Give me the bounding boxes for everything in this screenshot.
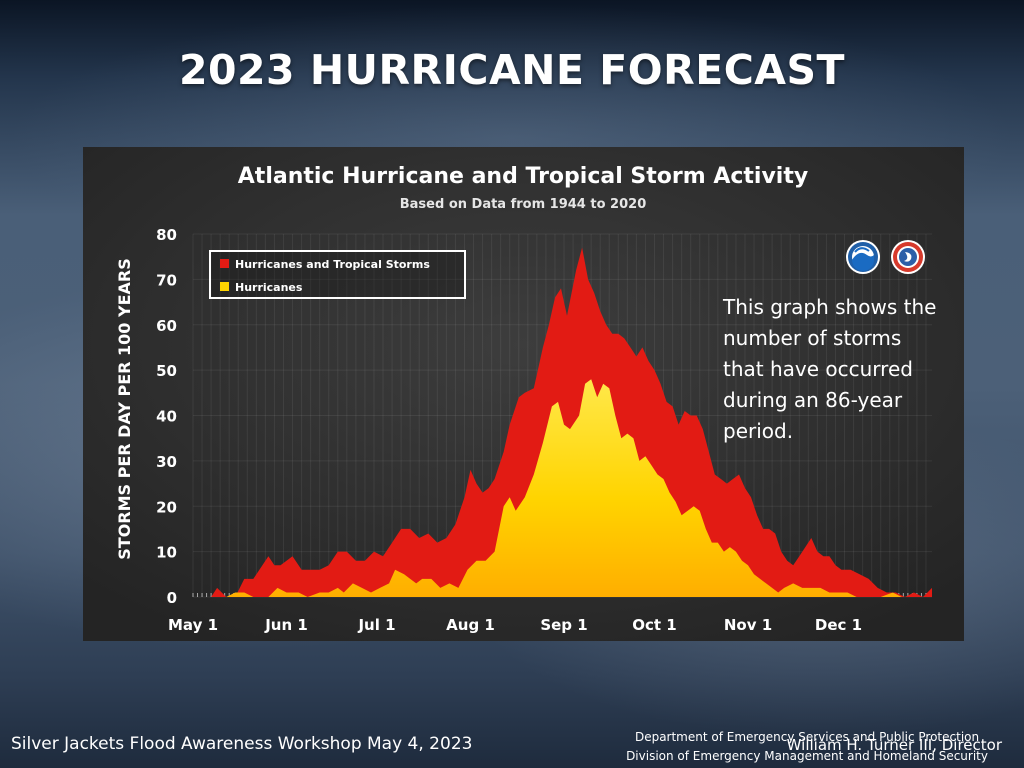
series-areas <box>193 247 932 597</box>
series-area-hurricanes <box>193 379 932 597</box>
footer-department: Department of Emergency Services and Pub… <box>626 728 988 766</box>
x-tick-label: Dec 1 <box>815 616 862 634</box>
footer-department-line2: Division of Emergency Management and Hom… <box>626 749 988 763</box>
x-tick-label: Jul 1 <box>357 616 395 634</box>
chart-panel: Atlantic Hurricane and Tropical Storm Ac… <box>83 147 964 641</box>
x-tick-label: Jun 1 <box>264 616 308 634</box>
y-tick-label: 80 <box>156 226 177 244</box>
chart-svg: Atlantic Hurricane and Tropical Storm Ac… <box>83 147 964 641</box>
chart-subtitle: Based on Data from 1944 to 2020 <box>400 197 647 212</box>
national-weather-service-logo-icon <box>891 240 925 274</box>
legend-swatch-red <box>220 259 229 268</box>
x-tick-label: Sep 1 <box>540 616 587 634</box>
x-tick-labels: May 1 Jun 1 Jul 1 Aug 1 Sep 1 Oct 1 Nov 1 Dec 1 <box>168 616 862 634</box>
legend-label-red: Hurricanes and Tropical Storms <box>235 258 430 271</box>
y-axis-label: STORMS PER DAY PER 100 YEARS <box>115 258 134 559</box>
y-tick-label: 10 <box>156 544 177 562</box>
y-tick-labels: 0 10 20 30 40 50 60 70 80 <box>156 226 177 607</box>
y-tick-label: 40 <box>156 408 177 426</box>
chart-title: Atlantic Hurricane and Tropical Storm Ac… <box>238 164 808 189</box>
x-tick-label: Aug 1 <box>446 616 495 634</box>
y-tick-label: 70 <box>156 271 177 289</box>
y-tick-label: 20 <box>156 498 177 516</box>
y-tick-label: 50 <box>156 362 177 380</box>
x-tick-label: Nov 1 <box>724 616 772 634</box>
footer-event-text: Silver Jackets Flood Awareness Workshop … <box>11 734 473 754</box>
chart-annotation: This graph shows the number of storms th… <box>723 295 937 443</box>
footer-department-line1: Department of Emergency Services and Pub… <box>634 730 980 744</box>
chart-legend: Hurricanes and Tropical Storms Hurricane… <box>209 250 466 299</box>
x-tick-label: May 1 <box>168 616 218 634</box>
x-tick-label: Oct 1 <box>632 616 676 634</box>
legend-label-yellow: Hurricanes <box>235 281 303 294</box>
y-tick-label: 0 <box>167 589 177 607</box>
legend-swatch-yellow <box>220 282 229 291</box>
noaa-logo-icon <box>846 240 880 274</box>
y-tick-label: 30 <box>156 453 177 471</box>
y-tick-label: 60 <box>156 317 177 335</box>
legend-box <box>209 250 466 299</box>
slide-title: 2023 HURRICANE FORECAST <box>178 46 846 94</box>
footer-director-text: William H. Turner III, Director <box>786 736 1002 754</box>
